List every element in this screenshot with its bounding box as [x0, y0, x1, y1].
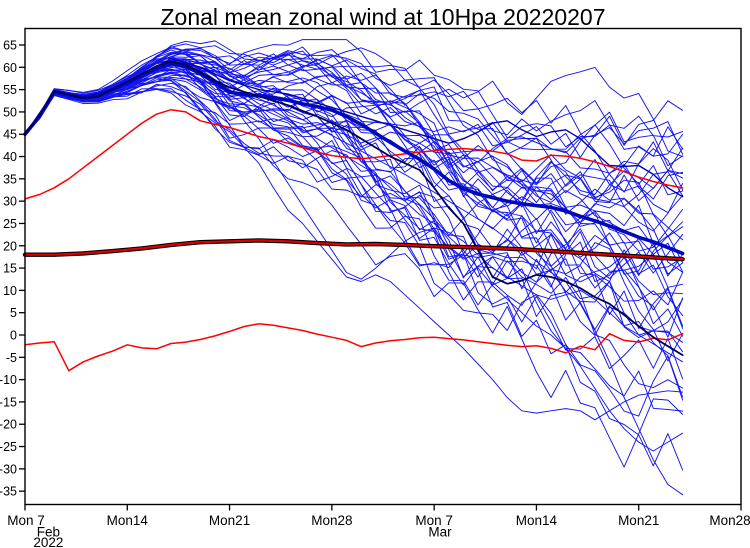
y-tick-label: -5 [6, 351, 17, 365]
main-lines-layer [22, 60, 685, 372]
chart-title: Zonal mean zonal wind at 10Hpa 20220207 [161, 4, 606, 30]
x-tick-label: Mon21 [618, 513, 659, 528]
ensemble-member-line [24, 64, 684, 452]
y-tick-label: 45 [3, 128, 17, 142]
x-tick-label: Mon14 [516, 513, 558, 528]
x-tick-label: Mon28 [311, 513, 352, 528]
ensemble-member-line [24, 47, 684, 193]
y-tick-label: 30 [3, 195, 17, 209]
x-tick-label: Mon21 [209, 513, 250, 528]
y-tick-label: 55 [3, 83, 17, 97]
x-axis-sub-label: Feb [37, 525, 60, 540]
ensemble-member-line [24, 40, 684, 158]
dark-member-line [24, 57, 684, 198]
y-tick-label: 40 [3, 150, 17, 164]
x-axis-sub-label: Mar [428, 525, 452, 540]
plot-border [24, 27, 742, 506]
y-tick-label: -15 [0, 395, 17, 409]
y-tick-label: 10 [3, 284, 17, 298]
axes-layer: -35 -30 -25 -20 -15 -10 -5 0 5 10 15 20 25 30 35 40 45 50… [0, 27, 750, 548]
y-tick-label: -30 [0, 462, 17, 476]
ensemble-member-line [24, 43, 684, 157]
ensemble-member-line [24, 78, 684, 343]
y-tick-label: -20 [0, 418, 17, 432]
ensemble-member-line [24, 88, 684, 389]
ensemble-member-line [24, 64, 684, 362]
ensemble-member-line [24, 69, 684, 338]
y-tick-label: -25 [0, 440, 17, 454]
y-tick-label: 15 [3, 262, 17, 276]
y-tick-label: 20 [3, 239, 17, 253]
x-tick-label: Mon 7 [7, 513, 45, 528]
y-tick-label: -35 [0, 485, 17, 499]
ensemble-member-line [24, 39, 684, 155]
y-tick-label: 35 [3, 172, 17, 186]
x-axis-sub-label: 2022 [33, 535, 63, 548]
ensemble-member-line [24, 88, 684, 468]
y-tick-label: -10 [0, 373, 17, 387]
y-tick-label: 50 [3, 105, 17, 119]
x-tick-label: Mon 7 [415, 513, 453, 528]
y-tick-label: 25 [3, 217, 17, 231]
y-tick-label: 60 [3, 61, 17, 75]
ensemble-member-line [24, 71, 684, 421]
climatology-lower-line [24, 323, 684, 372]
ensemble-mean-line [23, 61, 685, 256]
ensemble-member-line [24, 69, 684, 339]
control-forecast-line [24, 60, 684, 357]
ensemble-member-line [24, 74, 684, 330]
climatology-upper-line [24, 108, 684, 200]
y-tick-label: 5 [10, 306, 17, 320]
ensemble-member-line [24, 62, 684, 317]
y-tick-label: 0 [10, 329, 17, 343]
climatological-mean-line [23, 239, 684, 261]
x-tick-label: Mon14 [107, 513, 149, 528]
x-tick-label: Mon28 [709, 513, 750, 528]
y-tick-label: 65 [3, 39, 17, 53]
ensemble-members-layer [24, 39, 684, 496]
